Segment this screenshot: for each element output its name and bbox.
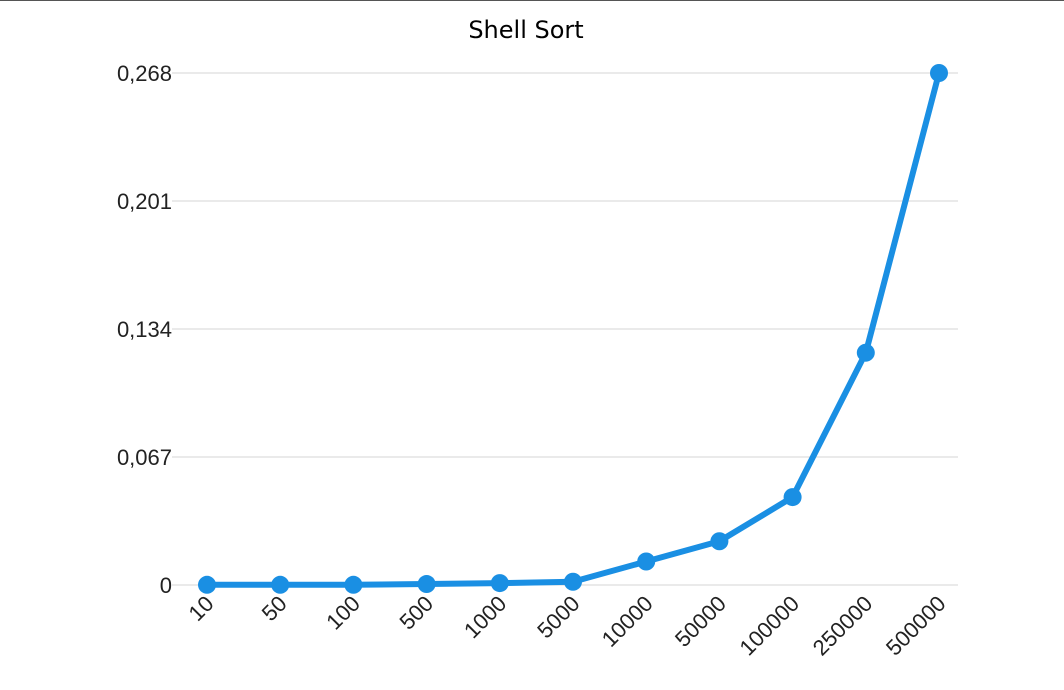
- data-point: [490, 574, 509, 593]
- data-point: [930, 64, 948, 82]
- data-point: [271, 575, 290, 594]
- x-tick-label: 10: [184, 591, 219, 626]
- x-tick-label: 500000: [881, 591, 951, 661]
- y-tick-label: 0,201: [117, 189, 172, 214]
- gridlines: [172, 72, 958, 586]
- data-point: [344, 575, 363, 594]
- x-tick-label: 100000: [735, 591, 805, 661]
- x-tick-label: 250000: [808, 591, 878, 661]
- y-axis-ticks: 0 0,067 0,134 0,201 0,268: [117, 61, 172, 598]
- data-point: [710, 532, 729, 551]
- data-point: [198, 575, 216, 594]
- data-point: [856, 343, 875, 362]
- x-tick-label: 1000: [459, 591, 511, 643]
- x-tick-label: 5000: [532, 591, 584, 643]
- data-point: [417, 575, 436, 594]
- y-tick-label: 0,067: [117, 445, 172, 470]
- x-tick-label: 500: [394, 591, 438, 635]
- data-point: [564, 572, 582, 591]
- x-axis-ticks: 10 50 100 500 1000 5000 10000 50000 100000 250000…: [184, 591, 951, 661]
- top-border: [0, 0, 1064, 1]
- data-point: [637, 552, 656, 571]
- data-point: [783, 488, 802, 507]
- series-layer: [198, 64, 948, 594]
- y-tick-label: 0,268: [117, 61, 172, 86]
- y-tick-label: 0: [160, 573, 172, 598]
- x-tick-label: 100: [321, 591, 365, 635]
- y-tick-label: 0,134: [117, 317, 172, 342]
- x-tick-label: 50: [257, 591, 292, 626]
- chart-title: Shell Sort: [468, 16, 583, 44]
- x-tick-label: 50000: [670, 591, 731, 652]
- x-tick-label: 10000: [597, 591, 658, 652]
